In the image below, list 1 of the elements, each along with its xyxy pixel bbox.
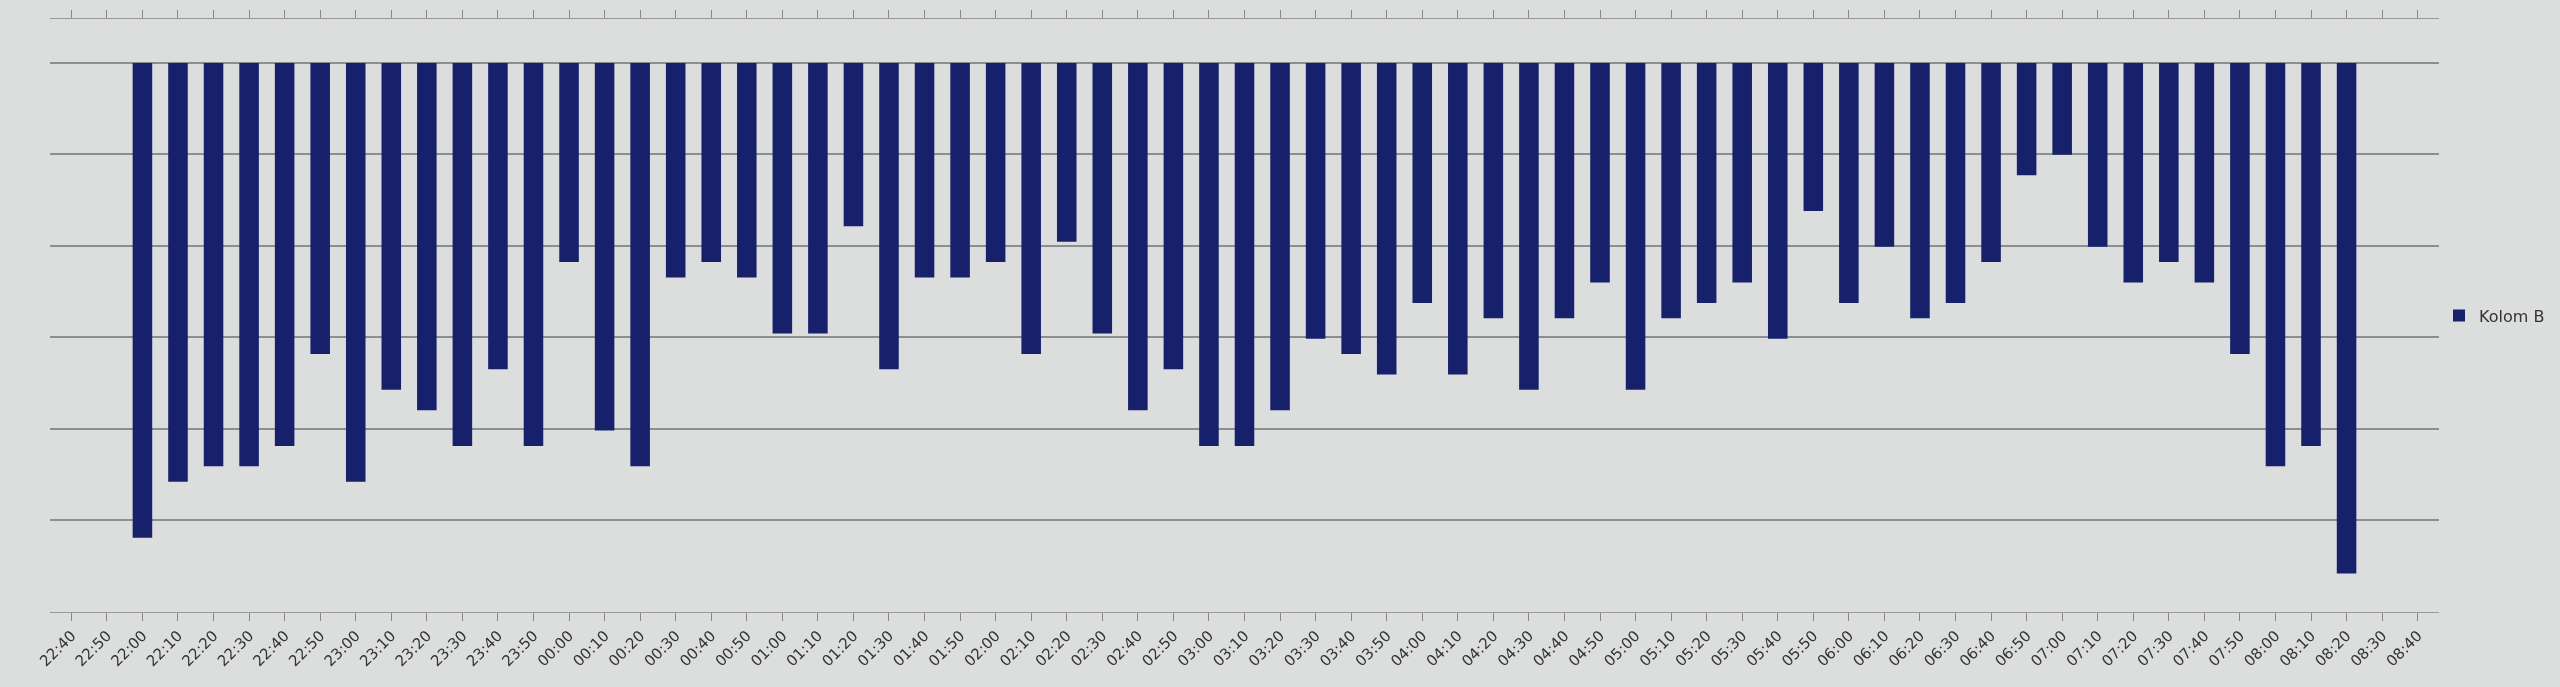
legend-label: Kolom B [2479,306,2545,326]
